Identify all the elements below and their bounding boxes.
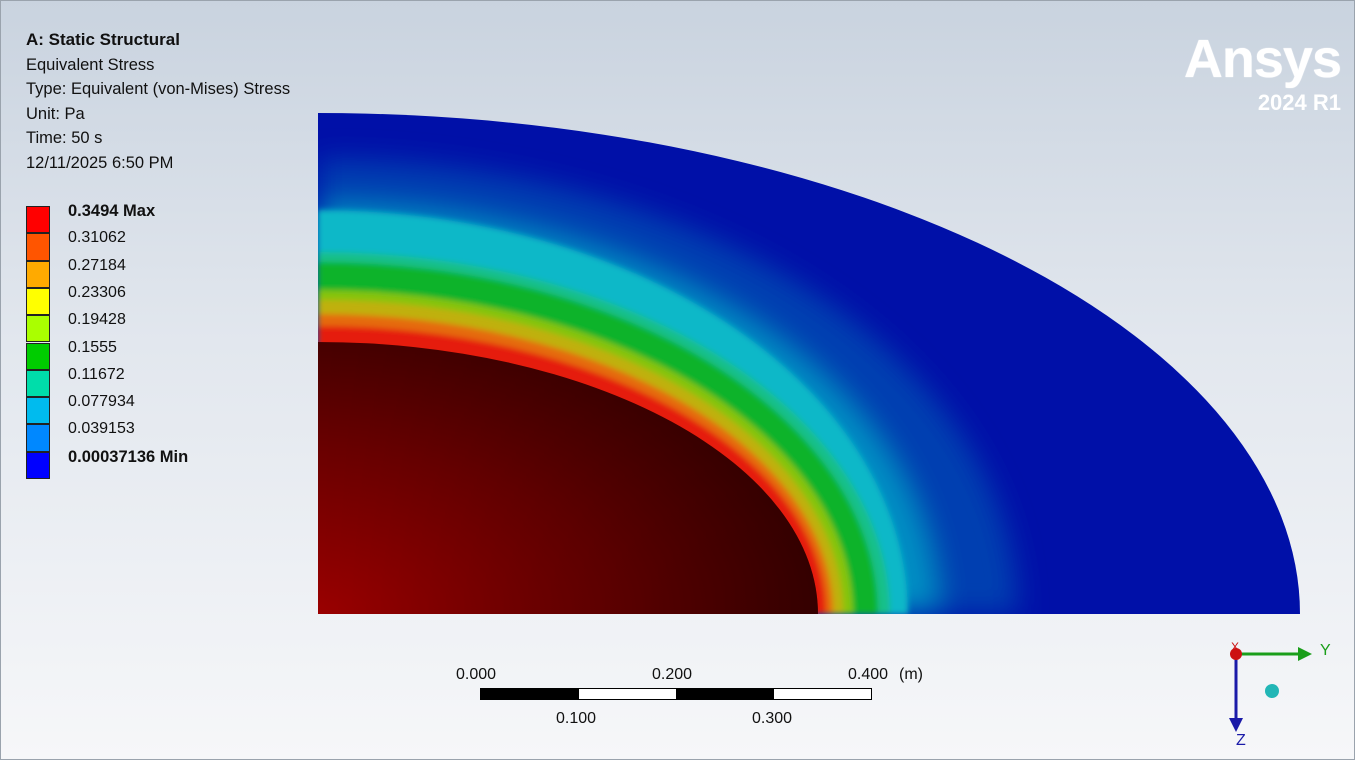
y-axis-label: Y: [1320, 642, 1331, 659]
legend-value[interactable]: 0.00037136 Min: [68, 447, 189, 466]
scale-label: 0.300: [752, 710, 793, 727]
scale-label: 0.200: [652, 666, 693, 683]
legend-value[interactable]: 0.31062: [68, 229, 126, 247]
legend-swatch: [26, 206, 50, 234]
result-type: Type: Equivalent (von-Mises) Stress: [26, 80, 291, 98]
legend-swatch: [26, 342, 50, 370]
x-axis-label: X: [1231, 640, 1239, 654]
legend-value[interactable]: 0.3494 Max: [68, 202, 156, 220]
analysis-title: A: Static Structural: [26, 30, 180, 49]
result-unit: Unit: Pa: [26, 104, 85, 123]
result-time: Time: 50 s: [26, 129, 103, 147]
legend-value[interactable]: 0.039153: [68, 420, 135, 438]
legend-value[interactable]: 0.11672: [68, 365, 125, 383]
scale-label: 0.000: [456, 666, 497, 683]
logo-name: Ansys: [1183, 29, 1342, 89]
legend-value[interactable]: 0.27184: [68, 256, 126, 274]
legend-swatch: [26, 451, 50, 479]
logo-version: 2024 R1: [1257, 90, 1341, 115]
ansys-logo: Ansys 2024 R1: [1183, 29, 1342, 116]
coordinate-triad[interactable]: Y Z X: [1210, 630, 1350, 750]
scale-label: 0.100: [556, 710, 597, 727]
result-name: Equivalent Stress: [26, 55, 155, 74]
legend-swatch: [26, 315, 50, 343]
legend-value[interactable]: 0.23306: [68, 283, 126, 301]
legend-swatch: [26, 260, 50, 288]
legend-value[interactable]: 0.1555: [68, 338, 117, 356]
scale-bar: 0.000 0.200 0.400 (m) 0.100 0.300: [456, 666, 936, 736]
legend-swatch: [26, 397, 50, 425]
z-axis-label: Z: [1236, 732, 1246, 749]
scale-bar-segments: [480, 688, 872, 700]
legend-swatch: [26, 287, 50, 316]
legend-swatch: [26, 233, 50, 261]
scale-label: 0.400: [848, 666, 889, 683]
iso-view-ball[interactable]: [1265, 684, 1279, 698]
legend-swatch: [26, 424, 50, 452]
result-timestamp: 12/11/2025 6:50 PM: [26, 153, 174, 172]
x-axis-dot: [1230, 648, 1242, 660]
scale-unit: (m): [899, 666, 923, 683]
legend-value[interactable]: 0.077934: [68, 393, 135, 411]
legend-swatch: [26, 369, 50, 398]
legend-value[interactable]: 0.19428: [68, 311, 126, 329]
result-info-panel: A: Static Structural Equivalent Stress T…: [26, 28, 290, 175]
